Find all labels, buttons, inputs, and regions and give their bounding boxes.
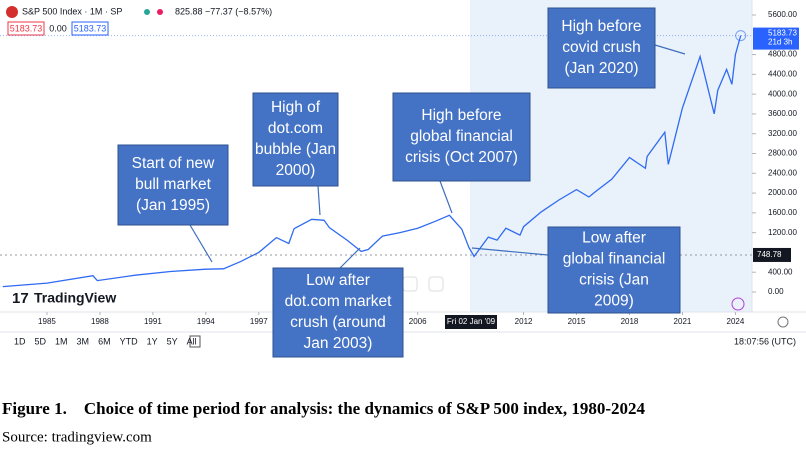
chart-title: S&P 500 Index · 1M · SP <box>22 6 122 16</box>
symbol-icon <box>6 6 18 18</box>
annotation-text: crisis (Jan <box>579 272 649 289</box>
annotation-text: Low after <box>306 272 370 289</box>
annotation-text: global financial <box>410 128 513 145</box>
x-tick-label: 1991 <box>144 317 162 326</box>
annotation-text: Jan 2003) <box>304 335 373 352</box>
ask: 5183.73 <box>74 23 107 33</box>
x-tick-label: 2024 <box>727 317 745 326</box>
date-range-icon[interactable] <box>189 335 201 348</box>
crosshair-price: 748.78 <box>757 250 782 259</box>
range-button[interactable]: 1D <box>14 336 26 346</box>
last-point <box>735 30 747 42</box>
ask-box[interactable] <box>71 21 109 36</box>
annotation-text: 2009) <box>594 293 634 310</box>
annotation-text: bull market <box>135 176 211 193</box>
y-tick-label: 2000.00 <box>768 188 797 197</box>
annotation-text: crisis (Oct 2007) <box>405 149 518 166</box>
caption-source: Source: tradingview.com <box>2 429 152 445</box>
price-change: 825.88 −77.37 (−8.57%) <box>175 6 272 16</box>
x-tick-label: 2018 <box>621 317 639 326</box>
crosshair-date: Fri 02 Jan '09 <box>447 317 496 326</box>
annotation-text: Start of new <box>132 155 216 172</box>
annotation-text: covid crush <box>562 39 640 56</box>
status-dot <box>144 9 150 15</box>
leader-line <box>317 185 321 216</box>
clock: 18:07:56 (UTC) <box>734 336 796 346</box>
annotation-text: dot.com market <box>285 293 393 310</box>
y-tick-label: 1600.00 <box>768 208 797 217</box>
y-tick-label: 400.00 <box>768 267 793 276</box>
annotation-box <box>547 7 656 89</box>
crosshair-price-box <box>753 247 791 262</box>
leader-line <box>339 247 361 269</box>
leader-line <box>471 247 549 256</box>
range-button[interactable]: 5Y <box>167 336 178 346</box>
annotation-text: (Jan 1995) <box>136 197 210 214</box>
annotation-box <box>272 267 404 358</box>
caption-title: Figure 1. Choice of time period for anal… <box>2 399 645 418</box>
annotation-text: High of <box>271 99 321 116</box>
y-tick-label: 5600.00 <box>768 10 797 19</box>
annotation-text: Low after <box>582 230 646 247</box>
x-tick-label: 1985 <box>38 317 56 326</box>
y-tick-label: 4400.00 <box>768 69 797 78</box>
scroll-button[interactable] <box>402 276 418 292</box>
y-tick-label: 3200.00 <box>768 129 797 138</box>
x-tick-label: 2012 <box>515 317 533 326</box>
annotation-text: High before <box>561 18 641 35</box>
annotation-text: crush (around <box>290 314 386 331</box>
last-price-box <box>753 27 799 50</box>
range-button[interactable]: YTD <box>120 336 139 346</box>
countdown: 21d 3h <box>768 38 792 47</box>
x-tick-label: 2015 <box>568 317 586 326</box>
leader-line <box>189 224 213 263</box>
reset-button[interactable] <box>428 276 444 292</box>
settings-icon[interactable] <box>777 316 789 328</box>
range-button[interactable]: 3M <box>77 336 90 346</box>
spread: 0.00 <box>49 23 67 33</box>
leader-line <box>439 180 453 214</box>
x-tick-label: 1997 <box>250 317 268 326</box>
range-button[interactable]: 5D <box>35 336 47 346</box>
annotation-text: bubble (Jan <box>255 141 336 158</box>
x-tick-label: 2006 <box>409 317 427 326</box>
bid-box[interactable] <box>7 21 45 36</box>
brand: TradingView <box>34 290 116 306</box>
y-tick-label: 4000.00 <box>768 89 797 98</box>
y-tick-label: 3600.00 <box>768 109 797 118</box>
annotation-box <box>252 92 339 187</box>
x-tick-label: 2021 <box>674 317 692 326</box>
y-tick-label: 2800.00 <box>768 149 797 158</box>
x-tick-label: 1994 <box>197 317 215 326</box>
range-button[interactable]: 6M <box>98 336 111 346</box>
y-tick-label: 0.00 <box>768 287 784 296</box>
y-tick-label: 2400.00 <box>768 168 797 177</box>
range-button[interactable]: 1M <box>55 336 68 346</box>
price-line <box>2 35 742 288</box>
bid: 5183.73 <box>10 23 43 33</box>
annotation-text: High before <box>421 107 501 124</box>
last-price: 5183.73 <box>768 29 797 38</box>
annotation-text: global financial <box>563 251 666 268</box>
annotation-box <box>117 144 229 226</box>
logo-mark: 17 <box>12 290 29 307</box>
annotation-text: dot.com <box>268 120 323 137</box>
annotation-text: 2000) <box>276 162 316 179</box>
y-tick-label: 4800.00 <box>768 50 797 59</box>
alert-icon <box>731 297 745 311</box>
annotation-box <box>392 92 531 182</box>
status-dot <box>157 9 163 15</box>
y-tick-label: 1200.00 <box>768 228 797 237</box>
crosshair-date-box <box>445 315 497 329</box>
leader-line <box>654 44 686 55</box>
range-button[interactable]: All <box>187 336 197 346</box>
annotation-text: (Jan 2020) <box>564 60 638 77</box>
range-button[interactable]: 1Y <box>147 336 158 346</box>
x-tick-label: 1988 <box>91 317 109 326</box>
annotation-box <box>547 226 681 314</box>
